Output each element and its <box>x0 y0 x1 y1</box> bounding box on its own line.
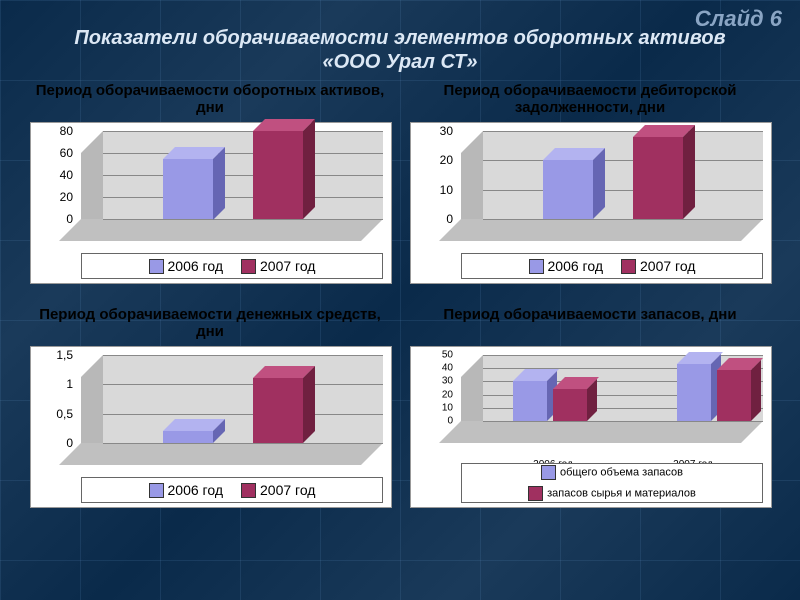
chart2-title: Период оборачиваемости дебиторской задол… <box>410 82 770 117</box>
main-title: Показатели оборачиваемости элементов обо… <box>0 26 800 74</box>
chart4-title: Период оборачиваемости запасов, дни <box>410 306 770 323</box>
chart3-title: Период оборачиваемости денежных средств,… <box>30 306 390 341</box>
chart2: 01020302006 год2007 год <box>410 122 772 284</box>
chart3: 00,511,52006 год2007 год <box>30 346 392 508</box>
chart1-title: Период оборачиваемости оборотных активов… <box>30 82 390 117</box>
slide: Слайд 6 Показатели оборачиваемости элеме… <box>0 0 800 600</box>
chart1: 0204060802006 год2007 год <box>30 122 392 284</box>
chart4: 010203040502006 год2007 годобщего объема… <box>410 346 772 508</box>
